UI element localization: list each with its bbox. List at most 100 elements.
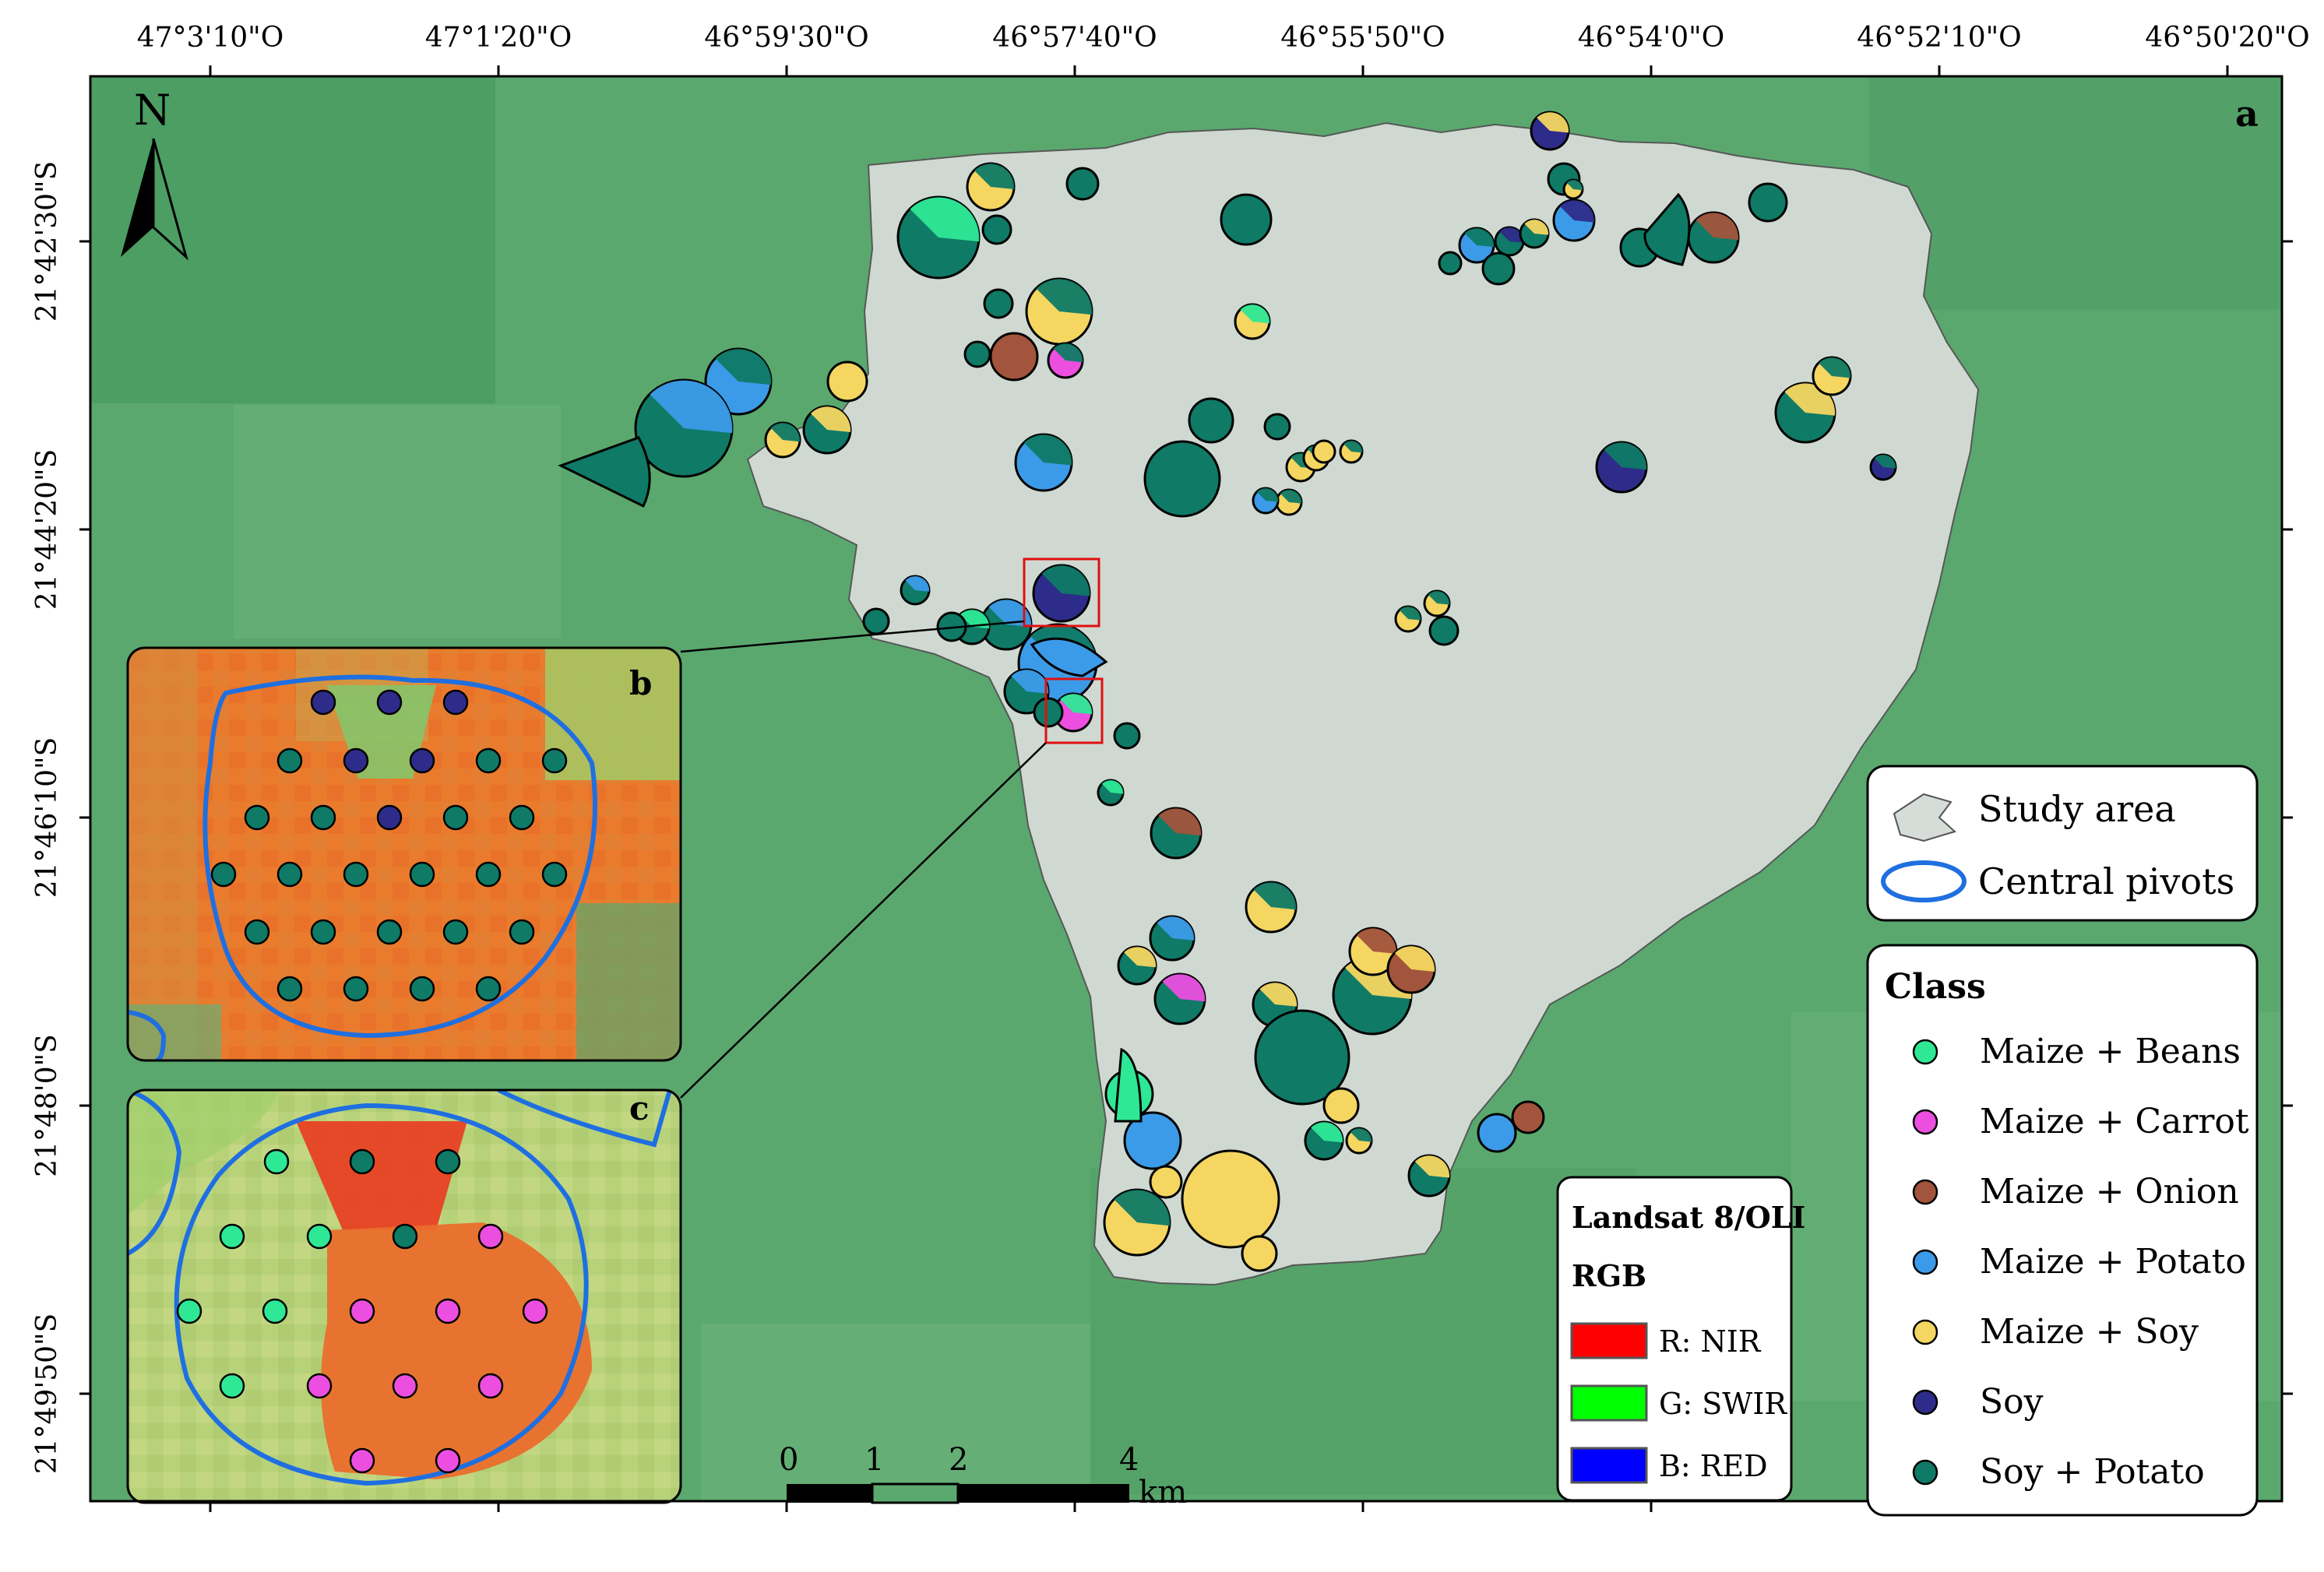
legend-study-area-label: Study area [1978, 788, 2176, 830]
pivot [1065, 167, 1100, 201]
sample-point [541, 747, 568, 774]
sample-point [349, 1148, 375, 1175]
pivot [1103, 1188, 1171, 1257]
rgb-swatch [1570, 1322, 1648, 1359]
sample-point [435, 1447, 461, 1474]
class-swatch-icon [1912, 1179, 1938, 1205]
pivot [1552, 199, 1596, 242]
north-label: N [134, 86, 171, 135]
inset-c-label: c [629, 1089, 650, 1127]
sample-point [475, 861, 502, 888]
top-tick-label: 46°50'20"O [2145, 22, 2309, 54]
pivot [1149, 1165, 1183, 1199]
pivot [1595, 441, 1648, 494]
scale-bar: 0 1 2 4 km [779, 1442, 1187, 1510]
top-tick-label: 46°59'30"O [704, 22, 868, 54]
rgb-swatch [1570, 1447, 1648, 1484]
pivot [1481, 251, 1516, 286]
sample-point [435, 1298, 461, 1324]
sample-point [343, 747, 369, 774]
class-swatch-icon [1912, 1319, 1938, 1345]
pivot [1252, 487, 1280, 515]
pivot [1241, 1235, 1278, 1272]
pivot [764, 421, 801, 459]
left-tick-label: 21°48'0"S [31, 1034, 63, 1177]
pivot [1428, 615, 1460, 646]
sample-point [509, 919, 535, 945]
top-tick-label: 46°52'10"O [1857, 22, 2021, 54]
scale-label-1: 1 [864, 1442, 884, 1478]
left-tick-label: 21°42'30"S [31, 161, 63, 322]
sample-point [475, 747, 502, 774]
central-pivot-swatch-icon [1881, 860, 1967, 902]
class-label: Maize + Beans [1980, 1032, 2241, 1071]
pivot [1687, 211, 1740, 264]
sample-point [310, 804, 336, 831]
sample-point [435, 1148, 461, 1175]
pivot [1025, 277, 1093, 346]
sample-point [276, 976, 303, 1002]
sample-point [392, 1373, 418, 1399]
pivot [900, 575, 931, 606]
pivot [1097, 779, 1125, 807]
sample-point [522, 1298, 548, 1324]
legend-class: Class Maize + Beans Maize + Carrot Maize +… [1866, 944, 2259, 1517]
pivot [966, 162, 1016, 212]
pivot [983, 288, 1014, 319]
sample-point [442, 804, 469, 831]
pivot [1234, 303, 1271, 340]
sample-point [276, 747, 303, 774]
pivot [1181, 1149, 1280, 1249]
class-swatch-icon [1912, 1039, 1938, 1065]
sample-point [343, 861, 369, 888]
pivot [1477, 1113, 1517, 1153]
pivot [1014, 433, 1073, 492]
pivot [1494, 226, 1525, 257]
pivot-wedge [1030, 637, 1108, 677]
pivot-wedge [1643, 192, 1691, 266]
inset-c: c [126, 1088, 682, 1504]
pivot [1322, 1087, 1360, 1124]
pivot [1423, 589, 1451, 617]
sample-point [263, 1148, 290, 1175]
connector-line-b [680, 620, 1025, 653]
sample-point [349, 1447, 375, 1474]
pivot [1407, 1154, 1451, 1197]
sample-point [392, 1223, 418, 1250]
left-tick-label: 21°44'20"S [31, 449, 63, 610]
class-label: Maize + Soy [1980, 1312, 2199, 1352]
pivot [1263, 413, 1291, 441]
pivot-polygons [558, 111, 1897, 1272]
left-tick-labels: 21°42'30"S 21°44'20"S 21°46'10"S 21°48'0"S 2… [31, 161, 2293, 1475]
top-tick-label: 46°54'0"O [1578, 22, 1725, 54]
scale-label-4: 4 [1119, 1442, 1139, 1478]
pivot [963, 340, 991, 368]
class-label: Maize + Potato [1980, 1242, 2246, 1282]
sample-point [409, 976, 435, 1002]
pivot-wedge [558, 436, 651, 508]
sample-point [244, 804, 270, 831]
sample-point [276, 861, 303, 888]
inset-b: b [126, 646, 682, 1062]
pivot [802, 405, 852, 455]
pivot [1117, 945, 1157, 986]
pivot [1254, 1009, 1350, 1106]
pivot [1032, 564, 1091, 623]
pivot [1312, 439, 1336, 464]
pivot [1150, 807, 1202, 860]
class-swatch-icon [1912, 1389, 1938, 1416]
left-tick-label: 21°49'50"S [31, 1314, 63, 1475]
legend-rgb-title: Landsat 8/OLI [1572, 1200, 1805, 1235]
legend-rgb: Landsat 8/OLI RGB R: NIR G: SWIR B: RED [1556, 1176, 1805, 1502]
sample-point [219, 1373, 245, 1399]
sample-point [409, 861, 435, 888]
north-arrow: N [121, 86, 188, 261]
sample-point [477, 1373, 504, 1399]
sample-point [310, 919, 336, 945]
pivot [1386, 944, 1436, 994]
pivot [1113, 722, 1141, 750]
pivot [1348, 927, 1398, 976]
sample-point [442, 919, 469, 945]
pivot [1245, 881, 1298, 934]
